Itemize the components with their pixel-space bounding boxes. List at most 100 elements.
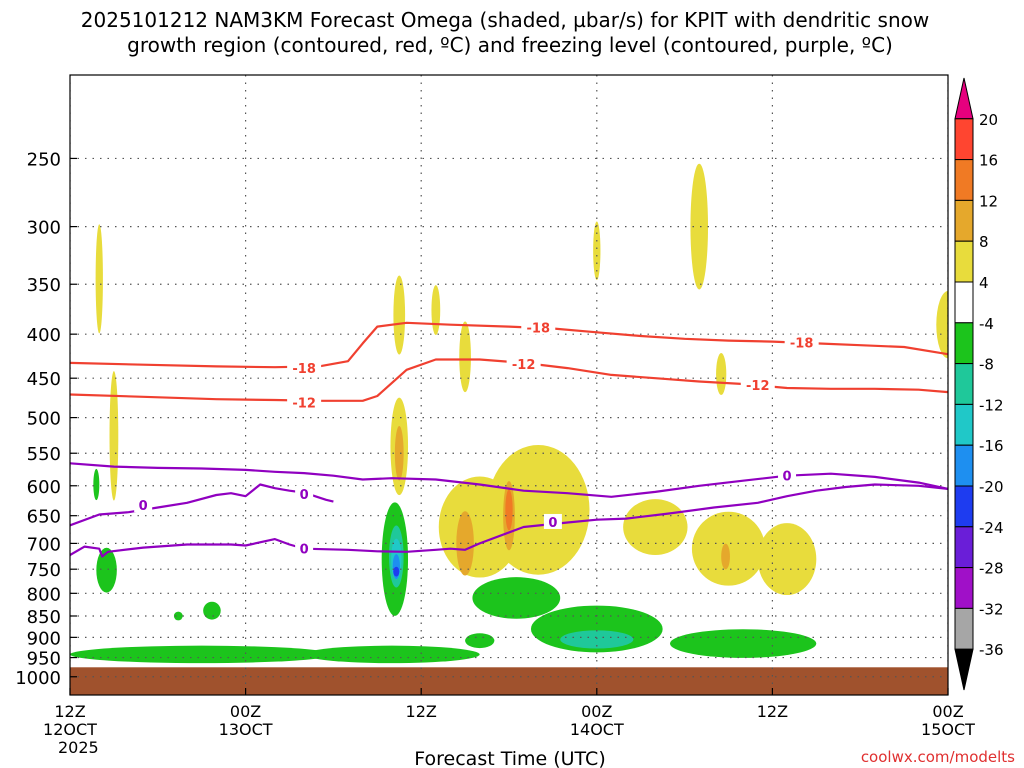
y-tick-label-250: 250 [27,149,61,170]
ground-surface [70,667,948,695]
omega-area-14 [757,523,817,596]
contour-label-4-0: 0 [300,543,309,558]
colorbar-bin-7 [954,363,974,405]
contour-label-bg-3-0 [134,497,153,513]
omega-area-12 [623,499,688,555]
colorbar-arrow-top [954,77,974,120]
contour-label-bg-1-1 [506,355,541,371]
contour-label-1-2: -12 [746,379,770,394]
colorbar-bin-2 [954,159,974,201]
y-tick-label-400: 400 [27,325,61,346]
colorbar-label-1: 16 [979,152,998,170]
omega-area-24 [173,611,183,621]
y-tick-label-900: 900 [27,628,61,649]
omega-area-6 [593,221,601,281]
watermark: coolwx.com/modelts [861,748,1015,766]
colorbar-label-11: -28 [979,560,1004,578]
contour-label-bg-0-1 [521,319,556,335]
contour-label-1-1: -12 [512,358,536,373]
x-tick-label-60-1: 00Z [932,702,963,721]
x-tick-label-0-1: 12Z [54,702,85,721]
contour-line-2 [70,462,948,498]
y-tick-label-950: 950 [27,649,61,670]
colorbar-label-0: 20 [979,111,998,129]
omega-area-8 [716,352,727,396]
colorbar-bin-4 [954,240,974,283]
colorbar-bin-12 [954,567,974,609]
plot-frame [69,74,949,696]
contour-label-bg-1-2 [740,376,775,392]
omega-area-27 [669,629,817,658]
contour-label-1-0: -12 [292,396,316,411]
omega-area-21 [96,547,117,593]
contour-label-0-1: -18 [527,322,551,337]
omega-area-2 [393,275,406,355]
omega-area-9 [936,291,948,359]
contour-label-0-0: -18 [292,362,316,377]
colorbar-label-12: -32 [979,600,1004,618]
omega-area-25 [472,577,561,619]
x-tick-label-12-2: 13OCT [219,720,273,739]
omega-area-30 [465,633,495,649]
omega-area-0 [95,224,103,334]
colorbar-arrow-bottom [954,648,974,691]
colorbar-label-3: 8 [979,233,989,251]
contour-label-bg-3-1 [295,485,314,501]
y-tick-label-550: 550 [27,444,61,465]
plot-inner: -18 -18 -18 -12 -12 -12 0 0 0 0 0 [70,75,948,695]
colorbar-label-8: -16 [979,437,1004,455]
y-tick-label-300: 300 [27,218,61,239]
y-tick-label-750: 750 [27,560,61,581]
y-tick-label-850: 850 [27,607,61,628]
omega-area-28 [70,645,334,664]
plot-area: -18 -18 -18 -12 -12 -12 0 0 0 0 0 250 300 350 400 450 50… [15,74,975,757]
colorbar-bin-9 [954,444,974,487]
contour-label-2-0: 0 [783,470,792,485]
omega-area-31 [560,630,634,649]
omega-area-7 [690,163,709,290]
colorbar-bin-13 [954,607,974,650]
x-tick-label-0-3: 2025 [58,738,99,757]
omega-area-18 [721,543,730,570]
y-tick-label-450: 450 [27,369,61,390]
y-tick-label-600: 600 [27,477,61,498]
contour-label-bg-0-2 [784,334,819,350]
contour-line-3 [70,483,334,527]
omega-area-4 [431,285,441,335]
colorbar-label-4: 4 [979,274,989,292]
omega-area-5 [459,321,471,393]
y-tick-label-1000: 1000 [15,668,61,689]
omega-area-35 [393,566,400,577]
colorbar-bin-10 [954,485,974,528]
omega-area-15 [394,425,404,481]
colorbar-label-13: -36 [979,641,1004,659]
chart-title-line2: growth region (contoured, red, ºC) and f… [127,33,893,57]
contour-label-bg-4-0 [295,540,314,556]
omega-area-23 [203,601,221,620]
omega-area-29 [304,645,480,664]
colorbar-bin-6 [954,322,974,365]
contour-label-0-2: -18 [790,336,814,351]
colorbar-bin-1 [954,118,974,161]
omega-area-1 [109,371,119,501]
contour-label-bg-1-0 [287,394,322,410]
colorbar-bin-11 [954,526,974,569]
x-tick-label-0-2: 12OCT [43,720,97,739]
y-tick-label-650: 650 [27,507,61,528]
colorbar-label-7: -12 [979,396,1004,414]
colorbar-label-9: -20 [979,478,1004,496]
colorbar-bin-8 [954,403,974,446]
contour-label-3-0: 0 [139,499,148,514]
colorbar-label-10: -24 [979,519,1004,537]
y-tick-label-800: 800 [27,584,61,605]
contour-label-bg-4-1 [543,513,562,529]
colorbar: 20 16 12 8 4 -4 -8 -12 -16 -20 -24 -28 -32 -36 [954,77,1004,691]
x-tick-label-24-1: 12Z [406,702,437,721]
x-axis-label: Forecast Time (UTC) [414,748,605,768]
contour-line-4 [70,483,948,558]
x-tick-label-12-1: 00Z [230,702,261,721]
contour-label-4-1: 0 [548,516,557,531]
colorbar-label-6: -8 [979,356,994,374]
colorbar-label-2: 12 [979,192,998,210]
